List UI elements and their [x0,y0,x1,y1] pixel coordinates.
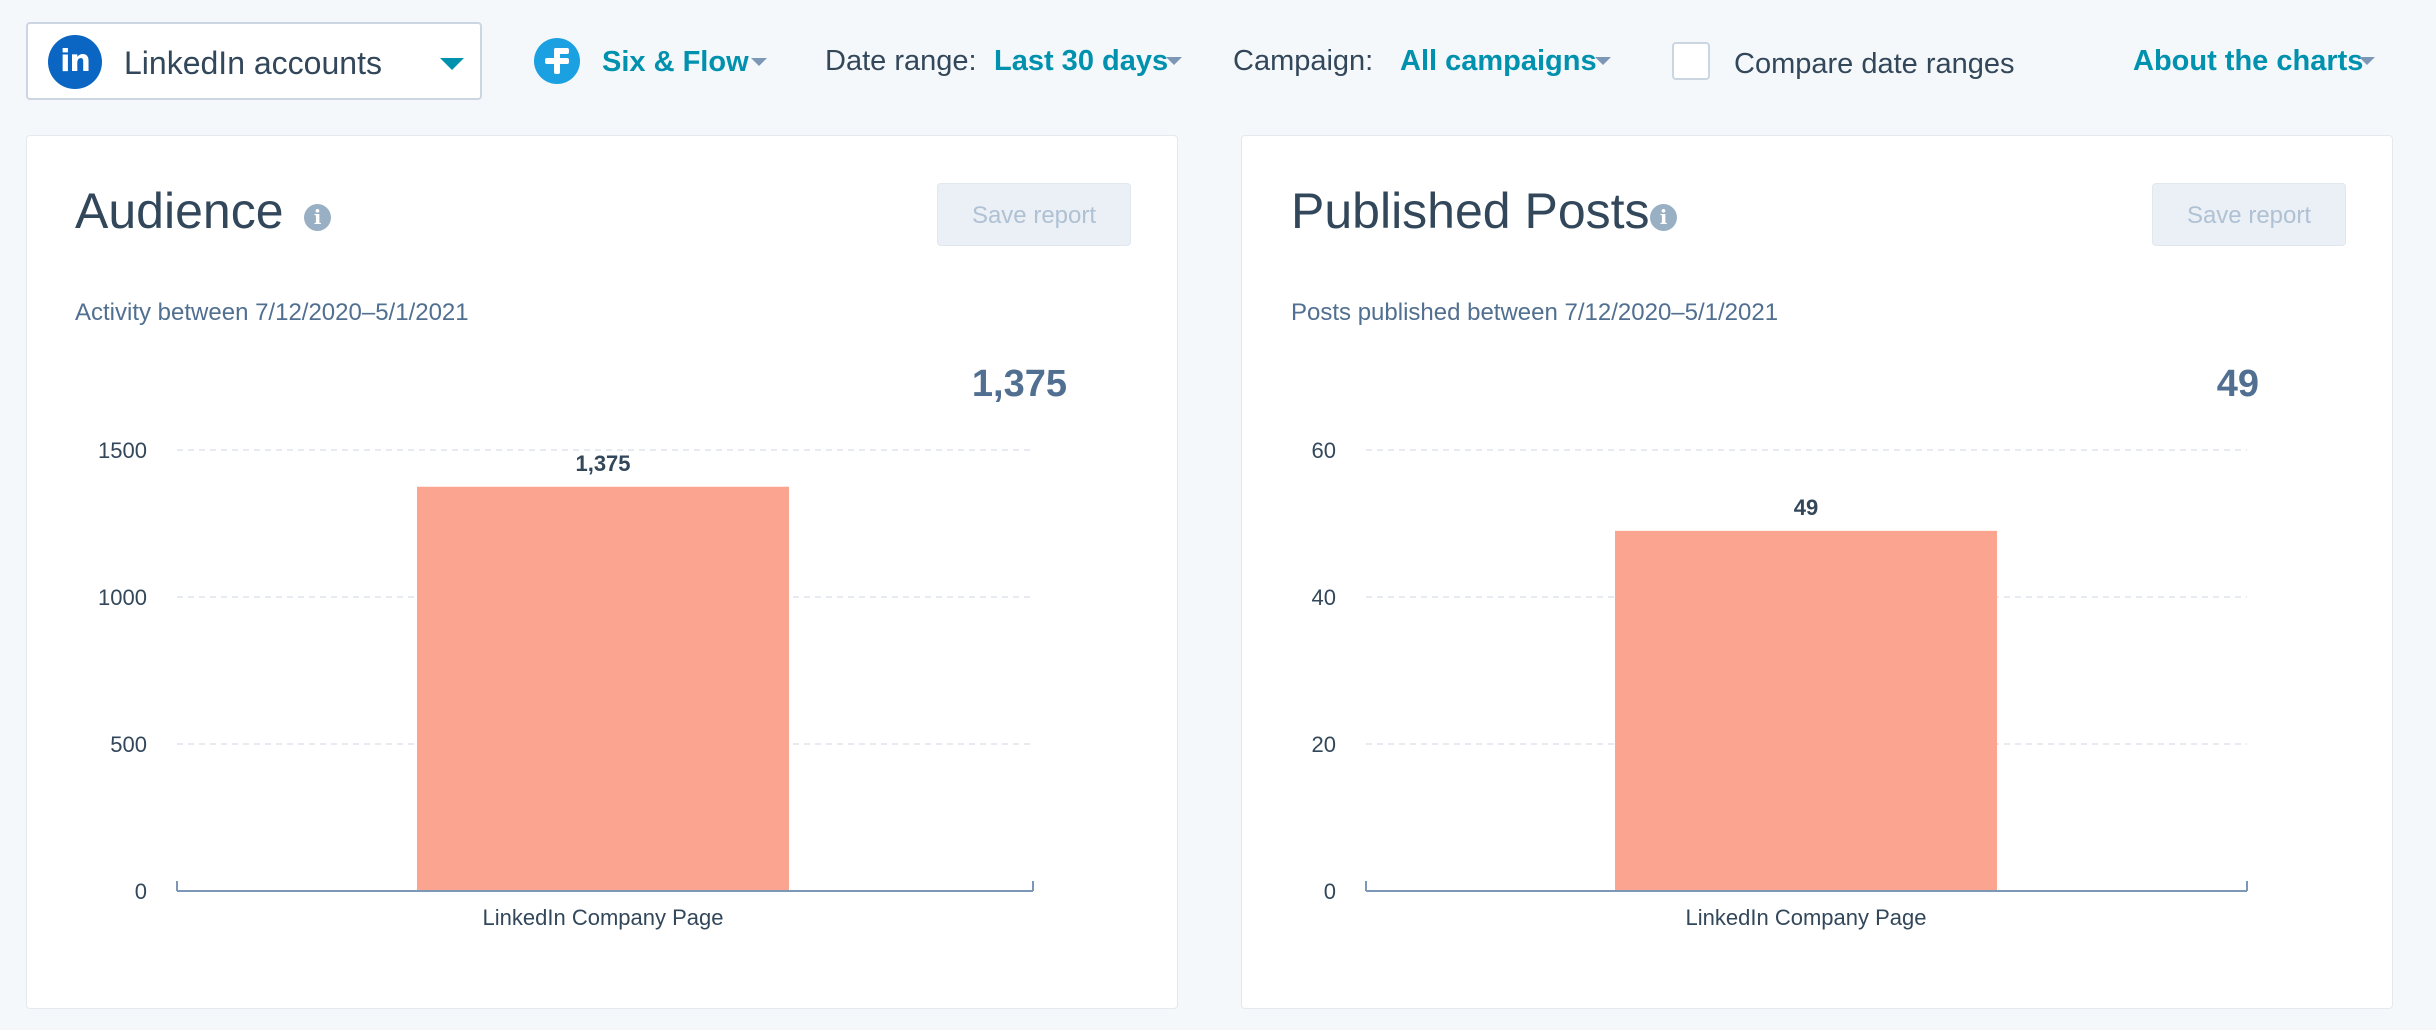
card-title: Published Posts [1291,183,1650,239]
audience-bar-chart: 0 500 1000 1500 1,375 LinkedIn Company Page [98,438,1034,930]
x-category-label: LinkedIn Company Page [1686,905,1927,930]
compare-date-ranges-label[interactable]: Compare date ranges [1734,48,2015,80]
card-title: Audience [75,183,284,239]
data-label: 49 [1794,495,1818,520]
published-posts-bar-chart: 0 20 40 60 49 LinkedIn Company Page [1312,438,2248,930]
chevron-down-icon[interactable] [1595,57,1611,65]
data-label: 1,375 [575,451,630,476]
info-icon[interactable]: i [1650,204,1677,231]
y-tick-label: 60 [1312,438,1336,463]
bar [1615,530,1997,891]
y-tick-label: 0 [135,879,147,904]
compare-date-ranges-checkbox[interactable] [1672,42,1710,80]
y-tick-label: 20 [1312,732,1336,757]
date-range-dropdown[interactable]: Last 30 days [994,45,1169,77]
total-value: 1,375 [971,363,1067,405]
info-icon[interactable]: i [304,204,331,231]
audience-card: Audience i Save report Activity between … [26,135,1178,1009]
bar [417,486,789,891]
x-category-label: LinkedIn Company Page [483,905,724,930]
campaign-dropdown[interactable]: All campaigns [1400,45,1597,77]
save-report-button[interactable]: Save report [2152,183,2346,246]
chevron-down-icon[interactable] [2359,57,2375,65]
y-tick-label: 1500 [98,438,147,463]
y-tick-label: 500 [110,732,147,757]
y-tick-label: 1000 [98,585,147,610]
brand-dropdown[interactable]: Six & Flow [602,46,749,78]
chevron-down-icon [440,58,464,70]
y-tick-label: 0 [1324,879,1336,904]
linkedin-accounts-label: LinkedIn accounts [124,45,382,81]
linkedin-icon: in [48,35,102,89]
card-subtitle: Activity between 7/12/2020–5/1/2021 [75,299,469,326]
chevron-down-icon[interactable] [751,58,767,66]
date-range-label: Date range: [825,45,977,77]
published-posts-card: Published Posts i Save report Posts publ… [1241,135,2393,1009]
about-the-charts-dropdown[interactable]: About the charts [2133,45,2364,77]
card-subtitle: Posts published between 7/12/2020–5/1/20… [1291,299,1779,326]
chevron-down-icon[interactable] [1166,57,1182,65]
campaign-label: Campaign: [1233,45,1374,77]
six-and-flow-logo-icon [534,38,580,84]
y-tick-label: 40 [1312,585,1336,610]
save-report-button[interactable]: Save report [937,183,1131,246]
total-value: 49 [2216,363,2259,405]
toolbar: in LinkedIn accounts Six & Flow Date ran… [0,0,2436,130]
linkedin-accounts-select[interactable]: in LinkedIn accounts [26,22,482,100]
